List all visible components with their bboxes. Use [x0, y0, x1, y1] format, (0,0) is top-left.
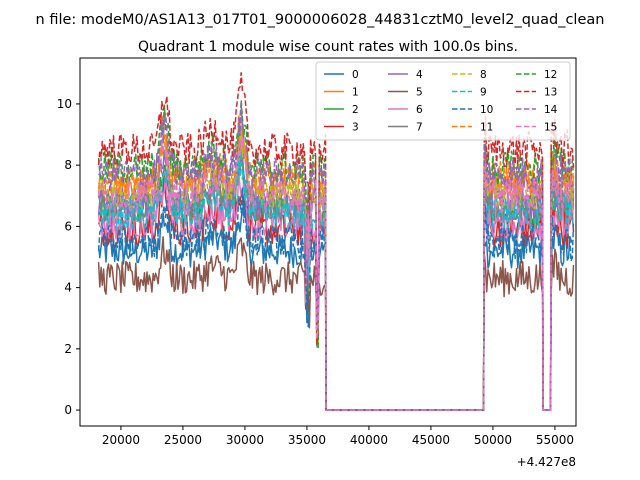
x-tick-label: 45000 [412, 433, 450, 447]
y-tick-label: 0 [64, 403, 72, 417]
series-line-9 [98, 151, 575, 411]
y-tick-label: 10 [57, 97, 72, 111]
legend-label-0: 0 [352, 69, 359, 81]
x-tick-label: 25000 [164, 433, 202, 447]
chart-title: Quadrant 1 module wise count rates with … [138, 39, 518, 55]
y-tick-label: 8 [64, 158, 72, 172]
legend-label-3: 3 [352, 122, 359, 134]
legend-label-7: 7 [416, 122, 423, 134]
legend-box [315, 61, 571, 141]
plot-frame [79, 57, 577, 427]
figure-suptitle: n file: modeM0/AS1A13_017T01_9000006028_… [36, 12, 605, 28]
legend-label-5: 5 [416, 87, 423, 99]
legend-label-12: 12 [544, 69, 557, 81]
legend-label-9: 9 [480, 87, 487, 99]
x-axis: 20000 25000 30000 35000 40000 45000 50000 55000 [102, 426, 574, 447]
legend-label-6: 6 [416, 104, 423, 116]
x-tick-label: 30000 [226, 433, 264, 447]
x-tick-label: 40000 [350, 433, 388, 447]
legend-label-8: 8 [480, 69, 487, 81]
legend-label-11: 11 [480, 122, 493, 134]
y-tick-label: 6 [64, 219, 72, 233]
y-axis: 0 2 4 6 8 10 [57, 97, 80, 417]
series-line-5 [97, 236, 575, 411]
x-axis-offset-label: +4.427e8 [517, 455, 576, 469]
legend-label-4: 4 [416, 69, 423, 81]
x-tick-label: 35000 [288, 433, 326, 447]
legend-label-10: 10 [480, 104, 493, 116]
legend-label-15: 15 [544, 122, 557, 134]
y-tick-label: 2 [64, 342, 72, 356]
plot-lines [97, 72, 575, 411]
x-tick-label: 55000 [536, 433, 574, 447]
legend-label-1: 1 [352, 87, 359, 99]
x-tick-label: 20000 [102, 433, 140, 447]
legend-label-2: 2 [352, 104, 359, 116]
series-line-10 [97, 187, 575, 411]
x-tick-label: 50000 [474, 433, 512, 447]
y-tick-label: 4 [64, 281, 72, 295]
series-line-15 [97, 136, 575, 411]
series-line-13 [97, 72, 575, 411]
legend-label-13: 13 [544, 87, 557, 99]
legend-label-14: 14 [544, 104, 558, 116]
series-line-11 [97, 107, 575, 411]
series-line-14 [98, 102, 574, 411]
